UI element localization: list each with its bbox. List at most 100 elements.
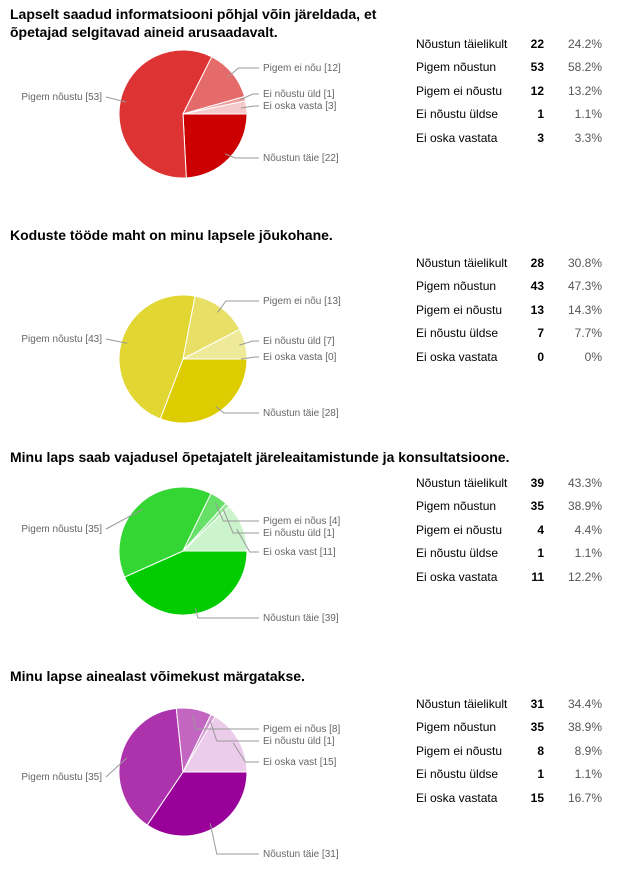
table-row: Ei oska vastata 11 12.2%	[416, 565, 602, 589]
answer-percent: 1.1%	[574, 546, 602, 561]
table-row: Pigem nõustun 53 58.2%	[416, 56, 602, 80]
answer-label: Ei nõustu üldse	[416, 326, 499, 341]
question-title: Minu laps saab vajadusel õpetajatelt jär…	[10, 449, 510, 465]
answer-count: 11	[531, 569, 544, 584]
pie-label: Ei nõustu üld [1]	[263, 528, 335, 539]
answer-percent: 47.3%	[567, 279, 602, 294]
pie-label: Pigem ei nõus [4]	[263, 516, 340, 527]
leader-line	[240, 356, 259, 360]
leader-line	[239, 340, 259, 346]
pie-label: Pigem ei nõu [12]	[263, 63, 341, 74]
answer-label: Nõustun täielikult	[416, 255, 508, 270]
survey-question-4: Minu lapse ainealast võimekust märgataks…	[0, 667, 637, 860]
pie-label: Pigem nõustu [53]	[21, 92, 102, 103]
answer-percent: 4.4%	[574, 522, 602, 537]
pie-slice	[182, 715, 248, 773]
pie-label: Ei oska vasta [0]	[263, 352, 337, 363]
answer-count: 8	[537, 743, 544, 758]
pie-label: Pigem nõustu [35]	[21, 524, 102, 535]
answer-stats-table: Nõustun täielikult 39 43.3% Pigem nõustun 35…	[416, 471, 602, 589]
answer-count: 28	[530, 255, 544, 270]
answer-label: Ei nõustu üldse	[416, 546, 499, 561]
leader-line	[236, 529, 259, 553]
answer-count: 31	[530, 696, 544, 711]
pie-chart: Nõustun täie [22] Pigem nõustu [53] Pigem …	[21, 49, 341, 179]
pie-chart: Nõustun täie [28] Pigem nõustu [43] Pigem …	[21, 294, 341, 424]
table-row: Pigem ei nõustu 13 14.3%	[416, 298, 602, 322]
pie-slice	[159, 358, 248, 424]
leader-line	[192, 714, 259, 730]
answer-count: 22	[530, 36, 544, 51]
leader-line	[105, 96, 127, 103]
answer-label: Ei oska vastata	[416, 569, 498, 584]
answer-label: Pigem nõustun	[416, 279, 497, 294]
pie-slice	[181, 505, 248, 552]
pie-slice	[118, 707, 184, 826]
answer-label: Nõustun täielikult	[416, 475, 508, 490]
answer-count: 7	[537, 326, 544, 341]
leader-line	[227, 67, 259, 78]
answer-percent: 16.7%	[567, 790, 602, 805]
question-title: Minu lapse ainealast võimekust märgataks…	[10, 668, 305, 684]
leader-line	[224, 153, 259, 159]
table-row: Pigem ei nõustu 4 4.4%	[416, 518, 602, 542]
table-row: Ei oska vastata 15 16.7%	[416, 786, 602, 810]
answer-label: Nõustun täielikult	[416, 696, 508, 711]
answer-percent: 14.3%	[567, 302, 602, 317]
answer-count: 15	[530, 790, 544, 805]
answer-percent: 1.1%	[574, 767, 602, 782]
answer-percent: 8.9%	[574, 743, 602, 758]
leader-line	[232, 742, 259, 763]
table-row: Nõustun täielikult 31 34.4%	[416, 692, 602, 716]
answer-label: Pigem ei nõustu	[416, 743, 503, 758]
answer-count: 35	[530, 720, 544, 735]
answer-stats-table: Nõustun täielikult 28 30.8% Pigem nõustun 43…	[416, 251, 602, 369]
answer-percent: 34.4%	[567, 696, 602, 711]
pie-label: Pigem ei nõus [8]	[263, 724, 340, 735]
table-row: Pigem nõustun 35 38.9%	[416, 716, 602, 740]
table-row: Nõustun täielikult 39 43.3%	[416, 471, 602, 495]
pie-chart: Nõustun täie [39] Pigem nõustu [35] Pigem …	[21, 486, 340, 624]
answer-percent: 43.3%	[567, 475, 602, 490]
pie-label: Nõustun täie [28]	[263, 408, 339, 419]
table-row: Nõustun täielikult 28 30.8%	[416, 251, 602, 275]
pie-chart: Nõustun täie [31] Pigem nõustu [35] Pigem …	[21, 707, 340, 860]
pie-label: Nõustun täie [22]	[263, 153, 339, 164]
answer-count: 3	[537, 130, 544, 145]
leader-line	[194, 607, 259, 619]
leader-line	[105, 338, 128, 344]
pie-label: Nõustun täie [39]	[263, 613, 339, 624]
table-row: Pigem ei nõustu 12 13.2%	[416, 79, 602, 103]
answer-stats-table: Nõustun täielikult 31 34.4% Pigem nõustun 35…	[416, 692, 602, 810]
table-row: Ei nõustu üldse 1 1.1%	[416, 103, 602, 127]
answer-percent: 0%	[584, 349, 602, 364]
leader-line	[105, 757, 128, 778]
table-row: Ei nõustu üldse 1 1.1%	[416, 763, 602, 787]
answer-label: Ei nõustu üldse	[416, 767, 499, 782]
answer-label: Ei oska vastata	[416, 349, 498, 364]
leader-line	[240, 105, 259, 109]
answer-percent: 38.9%	[567, 720, 602, 735]
survey-question-3: Minu laps saab vajadusel õpetajatelt jär…	[0, 448, 637, 648]
pie-slice	[146, 771, 248, 837]
answer-label: Pigem ei nõustu	[416, 522, 503, 537]
answer-label: Ei oska vastata	[416, 790, 498, 805]
pie-label: Ei nõustu üld [1]	[263, 736, 335, 747]
pie-label: Ei oska vast [11]	[263, 547, 336, 558]
leader-line	[209, 823, 259, 855]
question-title: Koduste tööde maht on minu lapsele jõuko…	[10, 227, 333, 243]
answer-count: 12	[530, 83, 544, 98]
pie-label: Nõustun täie [31]	[263, 849, 339, 860]
leader-line	[209, 720, 259, 742]
answer-label: Ei oska vastata	[416, 130, 498, 145]
table-row: Pigem ei nõustu 8 8.9%	[416, 739, 602, 763]
survey-question-2: Koduste tööde maht on minu lapsele jõuko…	[0, 226, 637, 426]
table-row: Pigem nõustun 35 38.9%	[416, 495, 602, 519]
answer-count: 35	[530, 499, 544, 514]
answer-percent: 1.1%	[574, 107, 602, 122]
answer-label: Pigem ei nõustu	[416, 302, 503, 317]
answer-label: Pigem ei nõustu	[416, 83, 503, 98]
answer-count: 39	[530, 475, 544, 490]
answer-percent: 24.2%	[567, 36, 602, 51]
answer-percent: 12.2%	[567, 569, 602, 584]
